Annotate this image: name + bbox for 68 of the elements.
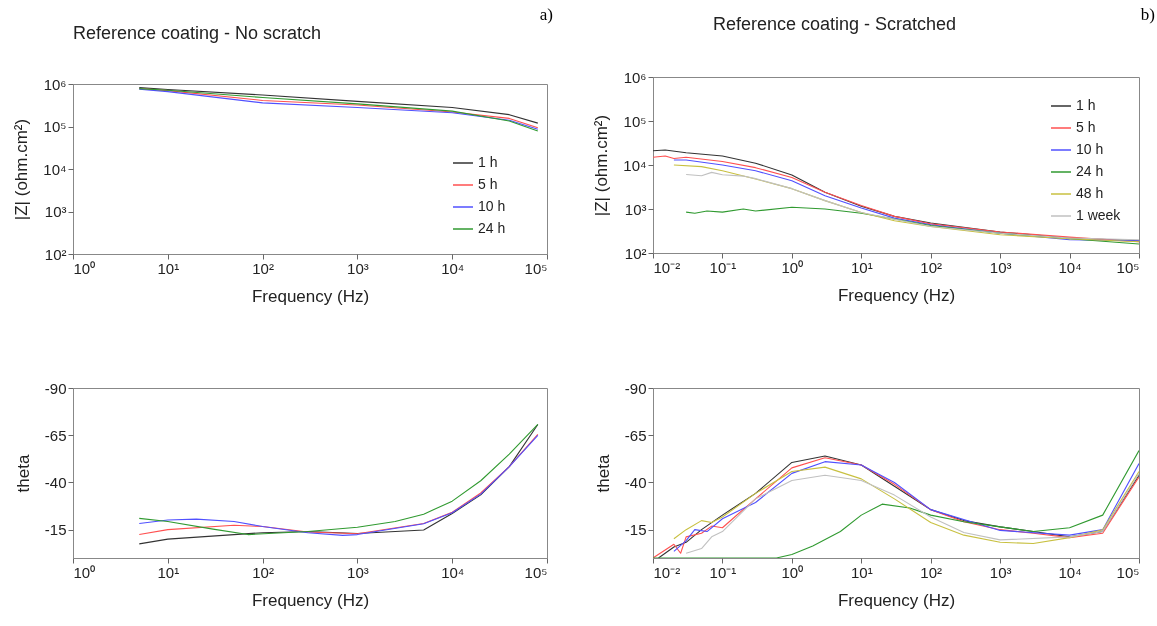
x-tick-label: 10⁴ — [441, 259, 465, 277]
legend-label: 24 h — [478, 220, 506, 236]
legend-label: 1 h — [478, 154, 498, 170]
y-tick-label: -90 — [624, 379, 647, 397]
legend-label: 10 h — [1076, 141, 1104, 157]
legend-label: 5 h — [478, 176, 498, 192]
x-tick-label: 10⁵ — [1116, 258, 1140, 276]
x-tick-label: 10⁴ — [1058, 563, 1082, 581]
legend-label: 1 h — [1076, 97, 1096, 113]
x-tick-label: 10⁻¹ — [709, 563, 737, 581]
x-tick-label: 10¹ — [157, 259, 180, 277]
y-tick-label: -40 — [624, 473, 647, 491]
x-tick-label: 10² — [920, 258, 943, 276]
y-tick-label: 10⁴ — [43, 160, 67, 178]
legend-label: 24 h — [1076, 163, 1104, 179]
x-axis-title: Frequency (Hz) — [251, 590, 370, 610]
x-tick-label: 10³ — [989, 258, 1012, 276]
x-tick-label: 10³ — [989, 563, 1012, 581]
y-tick-label: 10⁵ — [623, 112, 647, 130]
y-axis-title: |Z| (ohm.cm²) — [12, 118, 32, 221]
x-tick-label: 10¹ — [850, 258, 873, 276]
x-tick-label: 10⁻¹ — [709, 258, 737, 276]
legend-label: 5 h — [1076, 119, 1096, 135]
x-tick-label: 10⁰ — [781, 563, 804, 581]
y-tick-label: -65 — [44, 426, 67, 444]
y-tick-label: 10⁶ — [623, 68, 647, 86]
y-tick-label: -90 — [44, 379, 67, 397]
x-tick-label: 10² — [920, 563, 943, 581]
chart-title: Reference coating - Scratched — [713, 14, 957, 34]
x-tick-label: 10³ — [347, 259, 369, 277]
y-tick-label: -15 — [44, 521, 67, 539]
y-tick-label: -65 — [624, 426, 647, 444]
y-tick-label: -15 — [624, 521, 647, 539]
text: a) — [539, 5, 553, 24]
x-tick-label: 10⁰ — [73, 259, 96, 277]
x-tick-label: 10⁵ — [524, 259, 548, 277]
x-axis-title: Frequency (Hz) — [837, 590, 956, 610]
x-tick-label: 10⁴ — [441, 563, 465, 581]
legend-label: 48 h — [1076, 185, 1104, 201]
x-tick-label: 10² — [252, 563, 274, 581]
x-tick-label: 10⁻² — [653, 258, 681, 276]
x-axis-title: Frequency (Hz) — [251, 286, 370, 306]
x-tick-label: 10⁻² — [653, 563, 681, 581]
x-tick-label: 10⁰ — [781, 258, 804, 276]
y-axis-title: |Z| (ohm.cm²) — [592, 114, 612, 217]
text: b) — [1140, 5, 1155, 24]
x-tick-label: 10² — [252, 259, 274, 277]
y-tick-label: 10² — [624, 244, 647, 262]
chart-title: Reference coating - No scratch — [73, 23, 322, 43]
x-tick-label: 10⁵ — [524, 563, 548, 581]
x-tick-label: 10¹ — [850, 563, 873, 581]
y-tick-label: 10⁶ — [43, 75, 67, 93]
legend-label: 10 h — [478, 198, 506, 214]
legend-label: 1 week — [1076, 207, 1122, 223]
x-tick-label: 10⁵ — [1116, 563, 1140, 581]
y-tick-label: 10⁵ — [43, 118, 67, 135]
y-axis-title: theta — [593, 454, 613, 493]
y-tick-label: -40 — [44, 473, 67, 491]
y-tick-label: 10² — [44, 245, 67, 263]
x-axis-title: Frequency (Hz) — [837, 285, 956, 305]
y-tick-label: 10³ — [44, 203, 67, 220]
y-tick-label: 10⁴ — [623, 156, 647, 174]
x-tick-label: 10¹ — [157, 563, 180, 581]
y-tick-label: 10³ — [624, 200, 647, 218]
x-tick-label: 10⁴ — [1058, 258, 1082, 276]
x-tick-label: 10³ — [347, 563, 369, 581]
y-axis-title: theta — [13, 454, 33, 493]
x-tick-label: 10⁰ — [73, 563, 96, 581]
